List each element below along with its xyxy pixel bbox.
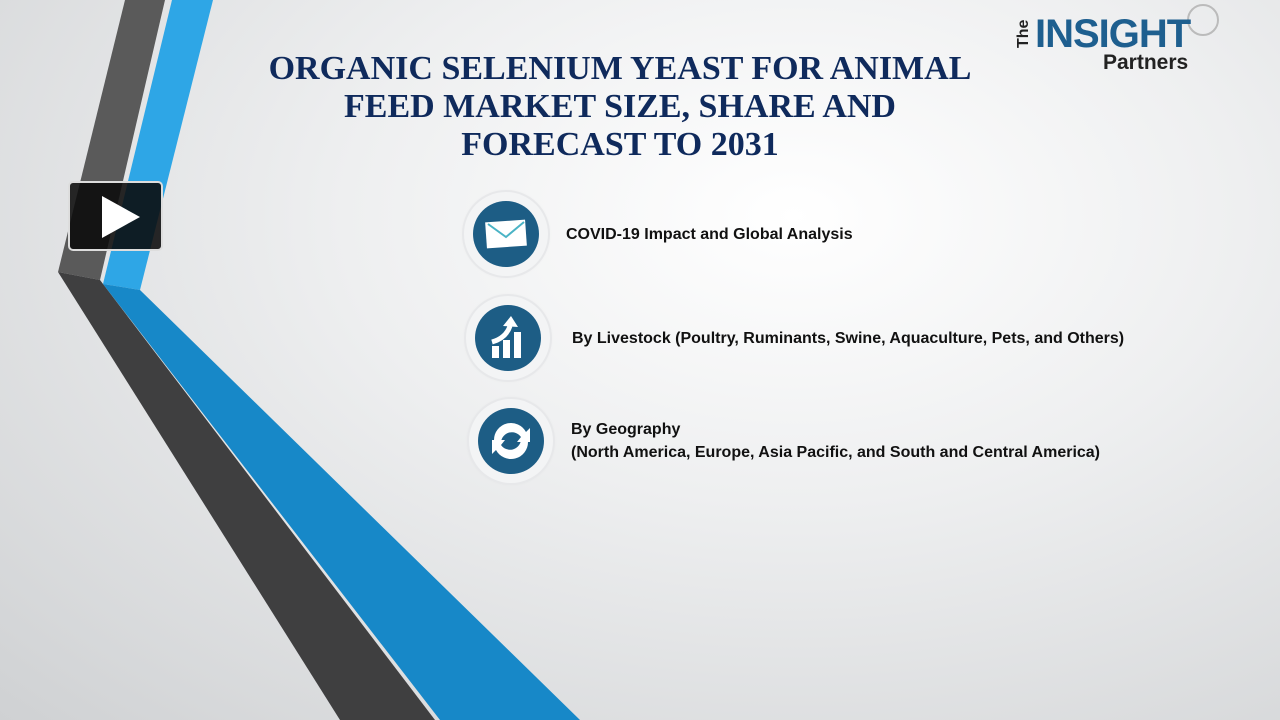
play-icon (102, 196, 140, 238)
badge (466, 296, 550, 380)
logo-insight: INSIGHT (1035, 12, 1191, 56)
logo-partners: Partners (1103, 51, 1189, 74)
title-line: ORGANIC SELENIUM YEAST FOR ANIMAL (268, 50, 972, 87)
item-label: By Geography (571, 421, 681, 438)
title-line: FORECAST TO 2031 (461, 126, 779, 163)
magnifier-ring-icon (1187, 4, 1219, 36)
growth-chart-icon (491, 316, 521, 358)
item-sublabel: (North America, Europe, Asia Pacific, an… (571, 444, 1101, 461)
list-item-livestock: By Livestock (Poultry, Ruminants, Swine,… (466, 296, 1124, 380)
logo-the: The (1015, 19, 1032, 48)
title-line: FEED MARKET SIZE, SHARE AND (344, 88, 896, 125)
gray-stripe-lower (58, 272, 435, 720)
blue-stripe-lower (103, 284, 580, 720)
list-item-covid: COVID-19 Impact and Global Analysis (464, 192, 853, 276)
insight-partners-logo: The INSIGHT Partners (1015, 4, 1225, 78)
item-label: By Livestock (Poultry, Ruminants, Swine,… (572, 329, 1125, 347)
item-label: COVID-19 Impact and Global Analysis (566, 225, 853, 243)
play-button[interactable] (68, 181, 163, 251)
refresh-arrows-icon (492, 423, 530, 459)
badge (469, 399, 553, 483)
badge (464, 192, 548, 276)
envelope-icon (485, 219, 527, 249)
list-item-geography: By Geography (North America, Europe, Asi… (469, 399, 1100, 483)
page-title: ORGANIC SELENIUM YEAST FOR ANIMAL FEED M… (230, 50, 1010, 164)
